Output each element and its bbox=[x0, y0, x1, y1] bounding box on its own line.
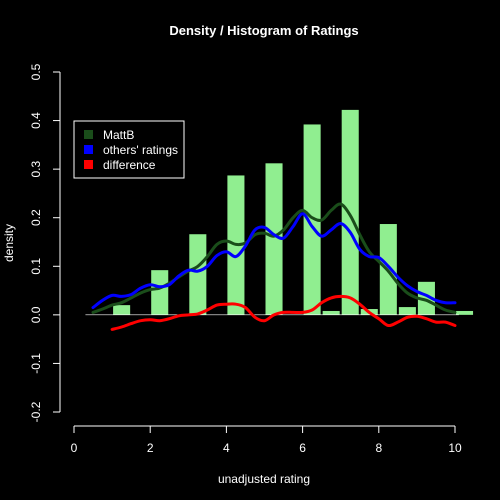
y-tick-label: -0.1 bbox=[29, 353, 43, 374]
x-axis-label: unadjusted rating bbox=[218, 472, 310, 486]
y-tick-label: -0.2 bbox=[29, 401, 43, 422]
y-axis-label: density bbox=[2, 224, 16, 262]
x-tick-label: 0 bbox=[71, 441, 78, 455]
legend-box bbox=[73, 120, 185, 179]
histogram-bar bbox=[303, 124, 321, 315]
histogram-bar bbox=[398, 307, 416, 315]
histogram-bar bbox=[113, 305, 131, 315]
legend: MattB others' ratings difference bbox=[73, 120, 185, 179]
chart-title: Density / Histogram of Ratings bbox=[169, 23, 358, 38]
others-density-line bbox=[91, 212, 457, 310]
histogram-bar bbox=[456, 310, 474, 315]
legend-swatch-difference bbox=[84, 160, 93, 169]
y-tick-label: 0.2 bbox=[29, 209, 43, 226]
legend-swatch-others bbox=[84, 145, 93, 154]
histogram-bar bbox=[151, 270, 169, 315]
x-tick-label: 6 bbox=[299, 441, 306, 455]
y-tick-label: 0.1 bbox=[29, 258, 43, 275]
histogram-bar bbox=[265, 163, 283, 315]
histogram-bar bbox=[341, 109, 359, 315]
legend-label-difference: difference bbox=[103, 158, 156, 172]
x-tick-label: 2 bbox=[147, 441, 154, 455]
legend-swatch-mattb bbox=[84, 130, 93, 139]
density-curves bbox=[91, 202, 457, 331]
y-tick-label: 0.0 bbox=[29, 306, 43, 323]
histogram-bar bbox=[417, 281, 435, 315]
y-tick-label: 0.5 bbox=[29, 63, 43, 80]
y-axis-ticks: -0.2 -0.1 0.0 0.1 0.2 0.3 0.4 0.5 bbox=[29, 63, 60, 422]
x-tick-label: 8 bbox=[375, 441, 382, 455]
x-axis-ticks: 0 2 4 6 8 10 bbox=[71, 426, 462, 455]
difference-line bbox=[110, 294, 457, 331]
histogram-bar bbox=[189, 234, 207, 315]
y-tick-label: 0.4 bbox=[29, 112, 43, 129]
legend-label-mattb: MattB bbox=[103, 128, 134, 142]
x-tick-label: 4 bbox=[223, 441, 230, 455]
y-tick-label: 0.3 bbox=[29, 160, 43, 177]
histogram-bar bbox=[322, 310, 340, 315]
legend-label-others: others' ratings bbox=[103, 143, 178, 157]
x-tick-label: 10 bbox=[448, 441, 462, 455]
